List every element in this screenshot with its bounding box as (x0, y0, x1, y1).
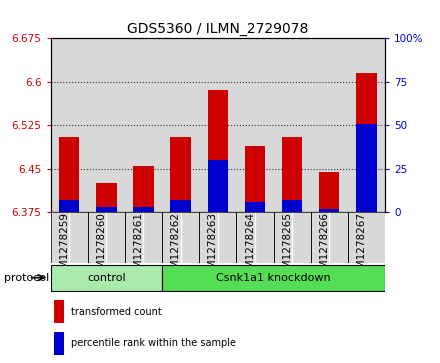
Text: GSM1278266: GSM1278266 (319, 212, 329, 282)
Text: percentile rank within the sample: percentile rank within the sample (71, 338, 236, 348)
Bar (125, 212, 162, 263)
Text: control: control (87, 273, 126, 283)
Text: GSM1278260: GSM1278260 (96, 212, 106, 282)
Bar (133, 207, 154, 212)
Bar (170, 137, 191, 212)
Bar (245, 146, 265, 212)
Bar (51, 38, 88, 212)
Bar (348, 38, 385, 212)
Bar (311, 212, 348, 263)
Bar (274, 212, 311, 263)
Bar (348, 212, 385, 263)
Bar (54, 332, 64, 355)
Bar (88, 212, 125, 263)
FancyBboxPatch shape (162, 265, 385, 291)
Bar (162, 38, 199, 212)
Text: transformed count: transformed count (71, 307, 161, 317)
Bar (133, 166, 154, 212)
Bar (348, 212, 385, 263)
Bar (311, 38, 348, 212)
Bar (356, 124, 377, 212)
Bar (162, 212, 199, 263)
Bar (274, 212, 311, 263)
Text: GSM1278263: GSM1278263 (208, 212, 218, 282)
Bar (59, 137, 79, 212)
Bar (88, 38, 125, 212)
Bar (96, 183, 117, 212)
Text: protocol: protocol (4, 273, 50, 283)
Bar (236, 212, 274, 263)
Bar (245, 203, 265, 212)
Bar (199, 212, 236, 263)
Bar (54, 300, 64, 323)
Bar (319, 209, 340, 212)
Bar (208, 160, 228, 212)
Text: GSM1278259: GSM1278259 (59, 212, 69, 282)
Bar (282, 137, 302, 212)
Bar (282, 200, 302, 212)
Bar (311, 212, 348, 263)
FancyBboxPatch shape (51, 265, 162, 291)
Bar (88, 212, 125, 263)
Bar (51, 212, 88, 263)
Text: GSM1278264: GSM1278264 (245, 212, 255, 282)
Bar (125, 38, 162, 212)
Title: GDS5360 / ILMN_2729078: GDS5360 / ILMN_2729078 (127, 22, 308, 36)
Bar (125, 212, 162, 263)
Bar (51, 212, 88, 263)
Bar (162, 212, 199, 263)
Bar (96, 207, 117, 212)
Bar (356, 73, 377, 212)
Text: GSM1278262: GSM1278262 (171, 212, 181, 282)
Bar (170, 200, 191, 212)
Bar (208, 90, 228, 212)
Text: GSM1278265: GSM1278265 (282, 212, 292, 282)
Bar (199, 38, 236, 212)
Bar (274, 38, 311, 212)
Bar (59, 200, 79, 212)
Text: Csnk1a1 knockdown: Csnk1a1 knockdown (216, 273, 331, 283)
Bar (236, 212, 274, 263)
Bar (199, 212, 236, 263)
Text: GSM1278267: GSM1278267 (356, 212, 367, 282)
Text: GSM1278261: GSM1278261 (133, 212, 143, 282)
Bar (236, 38, 274, 212)
Bar (319, 172, 340, 212)
